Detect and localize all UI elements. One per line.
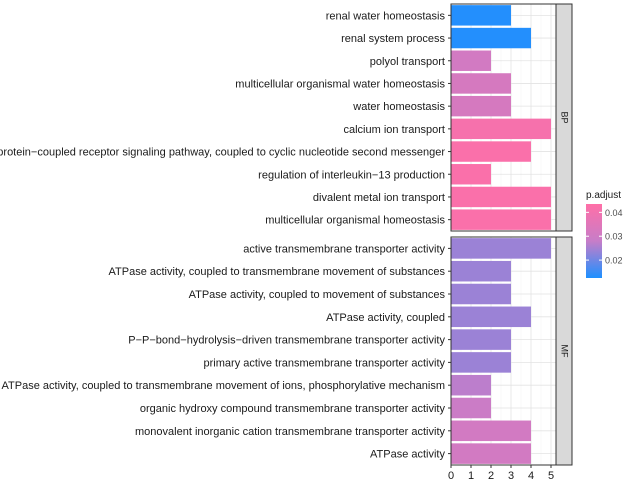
category-label: G protein−coupled receptor signaling pat…: [0, 147, 445, 159]
x-tick-label: 2: [488, 470, 494, 482]
bar-bp: [451, 27, 531, 49]
category-label: polyol transport: [370, 56, 445, 68]
bar-mf: [451, 397, 491, 419]
bar-mf: [451, 329, 511, 350]
category-label: divalent metal ion transport: [313, 192, 445, 204]
facet-strip-mf: [555, 236, 573, 466]
category-label: primary active transmembrane transporter…: [204, 357, 446, 369]
category-label: renal system process: [341, 33, 445, 45]
category-label: ATPase activity: [370, 449, 445, 461]
legend-tick-label: 0.02: [605, 256, 623, 266]
category-label: monovalent inorganic cation transmembran…: [135, 426, 445, 438]
legend-tick-label: 0.03: [605, 232, 623, 242]
x-tick-label: 5: [548, 470, 554, 482]
category-label: renal water homeostasis: [326, 10, 446, 22]
bar-mf: [451, 260, 511, 282]
facet-strip-bp: [555, 3, 573, 232]
bar-mf: [451, 283, 511, 305]
facet-label-mf: MF: [560, 345, 570, 358]
legend-title: p.adjust: [586, 190, 621, 201]
bar-mf: [451, 238, 551, 259]
category-label: ATPase activity, coupled to transmembran…: [109, 266, 446, 278]
legend-colorbar: [586, 204, 602, 278]
facet-label-bp: BP: [560, 111, 570, 123]
category-label: active transmembrane transporter activit…: [243, 243, 445, 255]
bar-bp: [451, 209, 551, 230]
category-label: ATPase activity, coupled to transmembran…: [2, 380, 445, 392]
legend-tick-label: 0.04: [605, 208, 623, 218]
bar-mf: [451, 306, 531, 328]
category-label: ATPase activity, coupled to movement of …: [189, 289, 446, 301]
x-tick-label: 1: [468, 470, 474, 482]
bar-bp: [451, 73, 511, 94]
bar-bp: [451, 50, 491, 71]
x-tick-label: 4: [528, 470, 534, 482]
category-label: water homeostasis: [352, 101, 445, 113]
bar-mf: [451, 352, 511, 373]
category-label: multicellular organismal water homeostas…: [235, 78, 445, 90]
x-tick-label: 3: [508, 470, 514, 482]
bar-mf: [451, 443, 531, 464]
category-label: multicellular organismal homeostasis: [265, 215, 445, 227]
category-label: P−P−bond−hydrolysis−driven transmembrane…: [128, 335, 445, 347]
bar-bp: [451, 141, 531, 162]
bar-bp: [451, 118, 551, 140]
bar-mf: [451, 374, 491, 396]
category-label: ATPase activity, coupled: [326, 312, 445, 324]
category-label: organic hydroxy compound transmembrane t…: [140, 403, 446, 415]
bar-bp: [451, 164, 491, 185]
bar-bp: [451, 95, 511, 117]
category-label: regulation of interleukin−13 production: [258, 169, 445, 181]
bar-mf: [451, 420, 531, 442]
category-label: calcium ion transport: [344, 124, 446, 136]
bar-bp: [451, 186, 551, 208]
x-tick-label: 0: [448, 470, 454, 482]
bar-bp: [451, 5, 511, 26]
